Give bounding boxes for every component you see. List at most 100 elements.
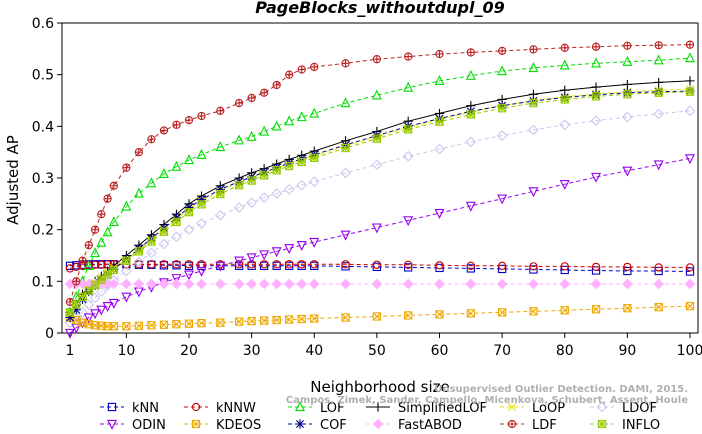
data-point-ldf [197,111,206,121]
legend-marker-odin [107,419,117,430]
data-point-ldf [310,62,319,72]
data-point-lof [133,187,144,198]
legend-marker-ldof [596,401,608,413]
legend-item-ldf: LDF [500,418,557,433]
data-point-fastabod [214,278,226,290]
data-point-ldof [214,209,226,221]
data-point-ldf [297,65,306,74]
data-point-ldf [466,48,475,57]
data-point-ldf [259,88,269,97]
data-point-ldof [258,192,270,204]
data-point-inflo [685,87,695,96]
data-point-kdeos [159,320,169,329]
legend-marker-loop [508,403,516,411]
data-point-ldof [233,202,245,213]
y-tick-label: 0.4 [32,119,54,135]
data-point-ldf [560,43,569,52]
series-inflo [65,87,695,317]
data-point-inflo [285,161,294,171]
data-point-lof [146,177,157,188]
data-point-kdeos [435,310,444,319]
legend-label-kdeos: KDEOS [216,418,261,433]
data-point-odin [465,201,476,212]
x-tick-label: 40 [305,343,323,359]
data-point-ldf [216,106,225,115]
data-point-inflo [341,143,350,153]
data-point-inflo [623,90,632,99]
data-point-ldf [285,70,294,79]
x-tick-label: 1 [66,343,75,359]
data-point-knn [372,262,382,272]
data-point-fastabod [308,278,320,290]
data-point-knn [65,261,75,270]
data-point-inflo [84,286,93,295]
axes: 0 0.1 0.2 0.3 0.4 0.5 0.6 1 10 20 30 40 50 60 70 80 90 10… [32,16,702,359]
legend-label-ldof: LDOF [622,401,657,416]
data-point-lof [528,62,539,73]
data-point-knn [466,264,475,273]
data-point-odin [371,223,382,234]
data-point-ldof [95,286,107,298]
data-point-cof [71,305,81,315]
data-point-inflo [147,237,156,246]
data-point-simplifiedlof [591,82,601,92]
data-point-kdeos [172,320,181,329]
data-point-inflo [109,265,118,275]
data-point-fastabod [371,278,383,290]
data-point-inflo [372,134,382,143]
data-point-lof [309,107,320,118]
data-point-odin [215,261,226,272]
data-point-knnw [591,262,601,272]
y-tick-label: 0.5 [32,68,54,84]
legend-marker-inflo [597,419,607,429]
data-point-ldof [146,247,157,259]
data-point-knnw [90,260,100,269]
legend-marker-lof [295,401,305,412]
legend-item-fastabod: FastABOD [366,418,462,433]
data-point-kdeos [234,317,244,326]
data-point-fastabod [559,278,571,290]
y-tick-label: 0.3 [32,171,54,187]
data-point-odin [102,301,113,312]
data-point-odin [196,266,207,277]
data-point-ldf [654,41,663,50]
data-point-lof [340,97,351,108]
data-point-ldof [402,150,414,162]
data-point-odin [591,172,602,183]
plot-frame [61,22,699,334]
legend-marker-fastabod [372,418,384,430]
data-point-lof [497,65,508,76]
data-point-kdeos [404,311,413,320]
x-tick-label: 90 [618,343,636,359]
data-point-kdeos [560,306,569,315]
data-point-ldf [103,194,112,203]
data-point-ldf [497,46,507,56]
legend-label-simplifiedlof: SimplifiedLOF [398,401,487,416]
data-point-kdeos [184,319,194,328]
data-point-inflo [529,98,538,108]
watermark-line-2: Campos, Zimek, Sander, Campello, Micenko… [286,395,688,406]
data-point-ldof [183,224,195,236]
legend-item-ldof: LDOF [590,401,657,416]
data-point-ldf [435,49,444,59]
legend-label-fastabod: FastABOD [398,418,462,433]
series-simplifiedlof [65,76,695,317]
series-line-ldf [69,44,691,303]
data-point-ldof [559,119,571,131]
data-point-kdeos [216,318,225,327]
data-point-inflo [90,280,100,290]
data-point-fastabod [271,278,282,290]
data-point-odin [528,187,539,198]
data-point-knnw [285,260,294,269]
data-point-ldof [684,105,696,117]
data-point-simplifiedlof [685,76,695,86]
data-point-lof [121,200,132,211]
data-point-simplifiedlof [622,79,632,90]
data-point-ldf [247,93,256,103]
data-point-ldof [496,130,508,142]
data-point-knnw [72,262,81,272]
data-point-kdeos [685,301,695,311]
legend-label-ldf: LDF [532,418,557,433]
data-point-knnw [172,260,181,269]
